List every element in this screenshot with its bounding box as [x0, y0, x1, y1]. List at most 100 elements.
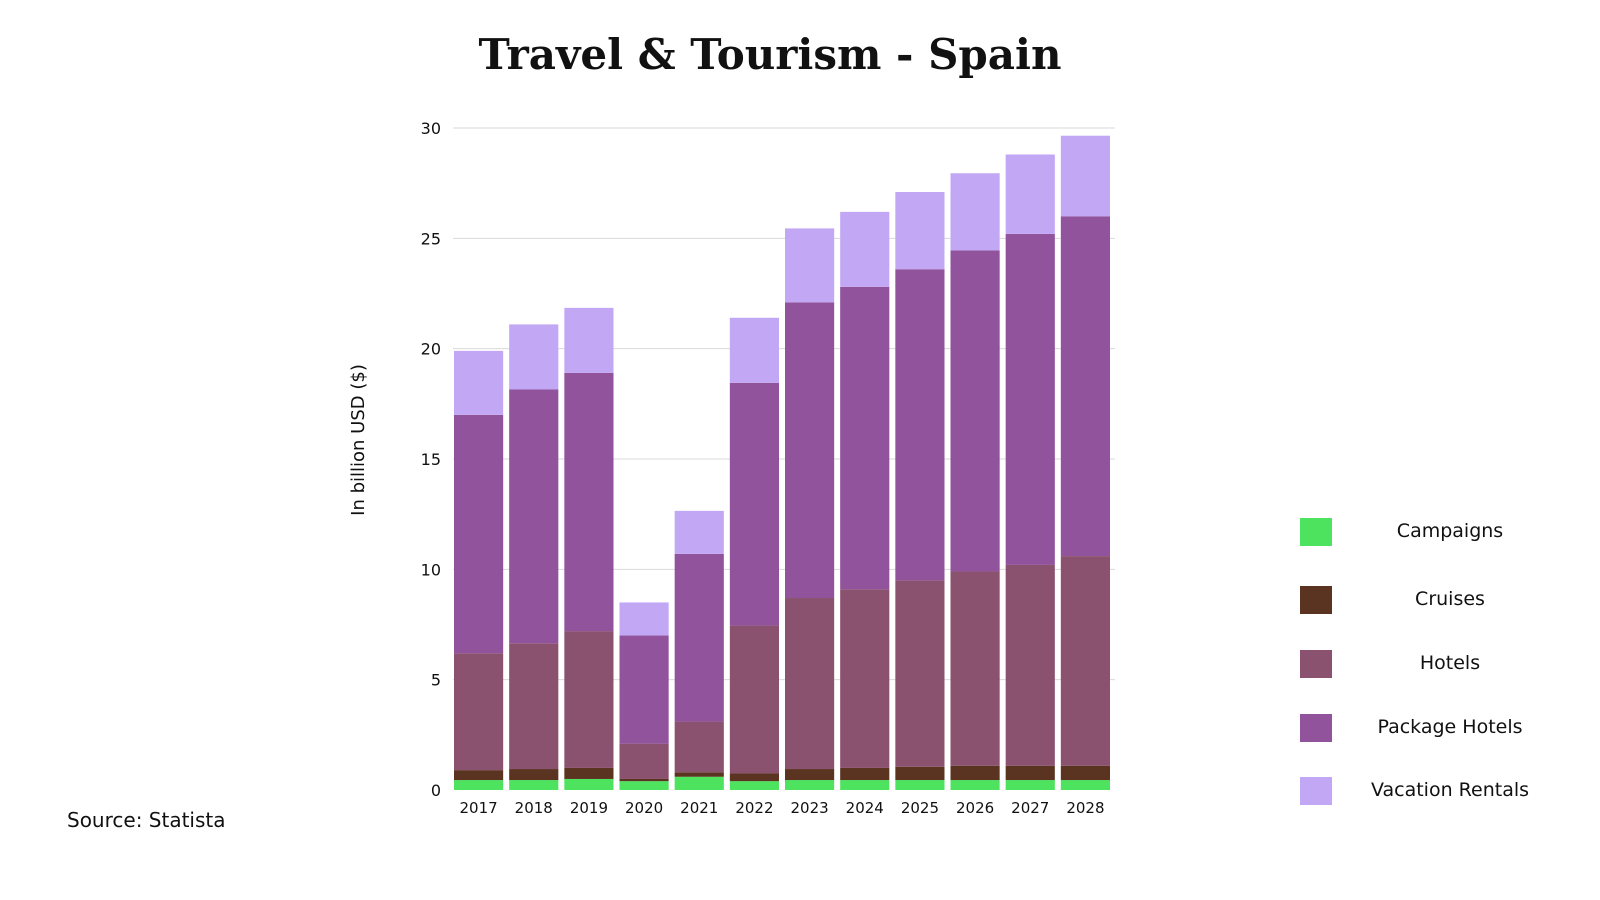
- bar-segment-campaigns-2028: [1060, 780, 1110, 790]
- bar-segment-vacation-rentals-2018: [509, 324, 559, 390]
- bar-segment-vacation-rentals-2026: [950, 173, 1000, 251]
- bar-segment-vacation-rentals-2028: [1060, 135, 1110, 217]
- legend-item: Package Hotels: [1295, 710, 1555, 750]
- y-axis-ticks: 0 5 10 15 20 25 30: [421, 119, 441, 800]
- legend-label: Package Hotels: [1377, 716, 1523, 738]
- x-tick-label: 2027: [1011, 799, 1049, 817]
- bar-segment-hotels-2023: [785, 598, 835, 770]
- bar-segment-cruises-2025: [895, 766, 945, 781]
- legend-swatch: [1300, 714, 1332, 742]
- x-tick-label: 2022: [735, 799, 773, 817]
- bar-segment-vacation-rentals-2019: [564, 307, 614, 373]
- bar-segment-hotels-2027: [1005, 564, 1055, 766]
- x-tick-label: 2028: [1066, 799, 1104, 817]
- bar-segment-vacation-rentals-2024: [840, 211, 890, 287]
- legend-label: Vacation Rentals: [1370, 779, 1530, 801]
- bar-segment-package-hotels-2027: [1005, 233, 1055, 565]
- bar-segment-cruises-2019: [564, 767, 614, 779]
- y-tick-label: 0: [431, 781, 441, 800]
- legend-label: Hotels: [1419, 652, 1481, 674]
- bar-segment-campaigns-2025: [895, 780, 945, 790]
- bar-segment-campaigns-2017: [454, 780, 504, 790]
- bar-segment-hotels-2022: [729, 625, 779, 774]
- legend-swatch: [1300, 518, 1332, 546]
- legend-item: Hotels: [1295, 646, 1555, 686]
- y-tick-label: 15: [421, 450, 441, 469]
- bar-segment-vacation-rentals-2017: [454, 350, 504, 415]
- bar-segment-package-hotels-2026: [950, 250, 1000, 572]
- y-tick-label: 30: [421, 119, 441, 138]
- y-tick-label: 5: [431, 671, 441, 690]
- bar-segment-package-hotels-2019: [564, 372, 614, 632]
- bar-segment-cruises-2020: [619, 778, 669, 782]
- bar-segment-campaigns-2022: [729, 781, 779, 790]
- bar-segment-hotels-2028: [1060, 556, 1110, 766]
- bar-segment-campaigns-2023: [785, 780, 835, 790]
- bar-segment-package-hotels-2022: [729, 382, 779, 626]
- y-axis-label: In billion USD ($): [348, 364, 369, 516]
- bar-segment-vacation-rentals-2022: [729, 317, 779, 383]
- bar-segment-hotels-2020: [619, 743, 669, 779]
- x-tick-label: 2019: [570, 799, 608, 817]
- x-tick-label: 2025: [901, 799, 939, 817]
- x-axis-ticks: 2017 2018 2019 2020 2021 2022 2023 2024 2025 2026…: [459, 799, 1104, 817]
- legend-label: Campaigns: [1396, 520, 1504, 542]
- bar-segment-package-hotels-2023: [785, 302, 835, 599]
- bar-segment-hotels-2021: [674, 721, 724, 773]
- y-tick-label: 20: [421, 340, 441, 359]
- bar-segment-campaigns-2021: [674, 776, 724, 790]
- bar-segment-cruises-2024: [840, 767, 890, 781]
- bar-segment-vacation-rentals-2023: [785, 228, 835, 303]
- bar-segment-campaigns-2020: [619, 781, 669, 790]
- bar-segment-cruises-2026: [950, 765, 1000, 781]
- bar-segment-cruises-2018: [509, 769, 559, 781]
- bar-segment-vacation-rentals-2027: [1005, 154, 1055, 234]
- bar-segment-package-hotels-2028: [1060, 216, 1110, 557]
- bar-segment-cruises-2023: [785, 769, 835, 781]
- x-tick-label: 2017: [459, 799, 497, 817]
- legend-item: Vacation Rentals: [1295, 773, 1555, 813]
- bar-segment-campaigns-2024: [840, 780, 890, 790]
- bar-segment-package-hotels-2017: [454, 414, 504, 654]
- bar-segment-vacation-rentals-2020: [619, 602, 669, 636]
- bar-segment-vacation-rentals-2021: [674, 510, 724, 554]
- bar-segment-cruises-2028: [1060, 765, 1110, 781]
- bar-segment-hotels-2026: [950, 571, 1000, 766]
- x-tick-label: 2021: [680, 799, 718, 817]
- bar-segment-hotels-2019: [564, 631, 614, 768]
- chart-title: Travel & Tourism - Spain: [478, 30, 1062, 79]
- y-tick-label: 10: [421, 560, 441, 579]
- bar-segment-campaigns-2027: [1005, 780, 1055, 790]
- source-note: Source: Statista: [67, 808, 226, 832]
- legend-item: Cruises: [1295, 582, 1555, 622]
- x-tick-label: 2024: [846, 799, 884, 817]
- x-tick-label: 2026: [956, 799, 994, 817]
- bar-segment-campaigns-2026: [950, 780, 1000, 790]
- bar-segment-hotels-2024: [840, 589, 890, 768]
- legend-swatch: [1300, 650, 1332, 678]
- bar-segment-package-hotels-2025: [895, 269, 945, 581]
- bars: [454, 135, 1110, 790]
- bar-segment-vacation-rentals-2025: [895, 191, 945, 270]
- bar-segment-package-hotels-2024: [840, 286, 890, 590]
- bar-segment-cruises-2021: [674, 772, 724, 777]
- bar-segment-hotels-2018: [509, 643, 559, 770]
- bar-segment-hotels-2025: [895, 580, 945, 767]
- bar-segment-campaigns-2018: [509, 780, 559, 790]
- legend-label: Cruises: [1415, 588, 1485, 610]
- bar-segment-package-hotels-2021: [674, 553, 724, 722]
- bar-segment-cruises-2017: [454, 770, 504, 781]
- x-tick-label: 2018: [515, 799, 553, 817]
- legend-item: Campaigns: [1295, 514, 1555, 554]
- bar-segment-cruises-2022: [729, 773, 779, 782]
- x-tick-label: 2020: [625, 799, 663, 817]
- bar-segment-hotels-2017: [454, 653, 504, 771]
- gridlines: [453, 127, 1115, 681]
- bar-segment-package-hotels-2020: [619, 635, 669, 744]
- y-tick-label: 25: [421, 229, 441, 248]
- bar-segment-package-hotels-2018: [509, 389, 559, 644]
- bar-segment-cruises-2027: [1005, 765, 1055, 781]
- bar-segment-campaigns-2019: [564, 778, 614, 790]
- legend-swatch: [1300, 586, 1332, 614]
